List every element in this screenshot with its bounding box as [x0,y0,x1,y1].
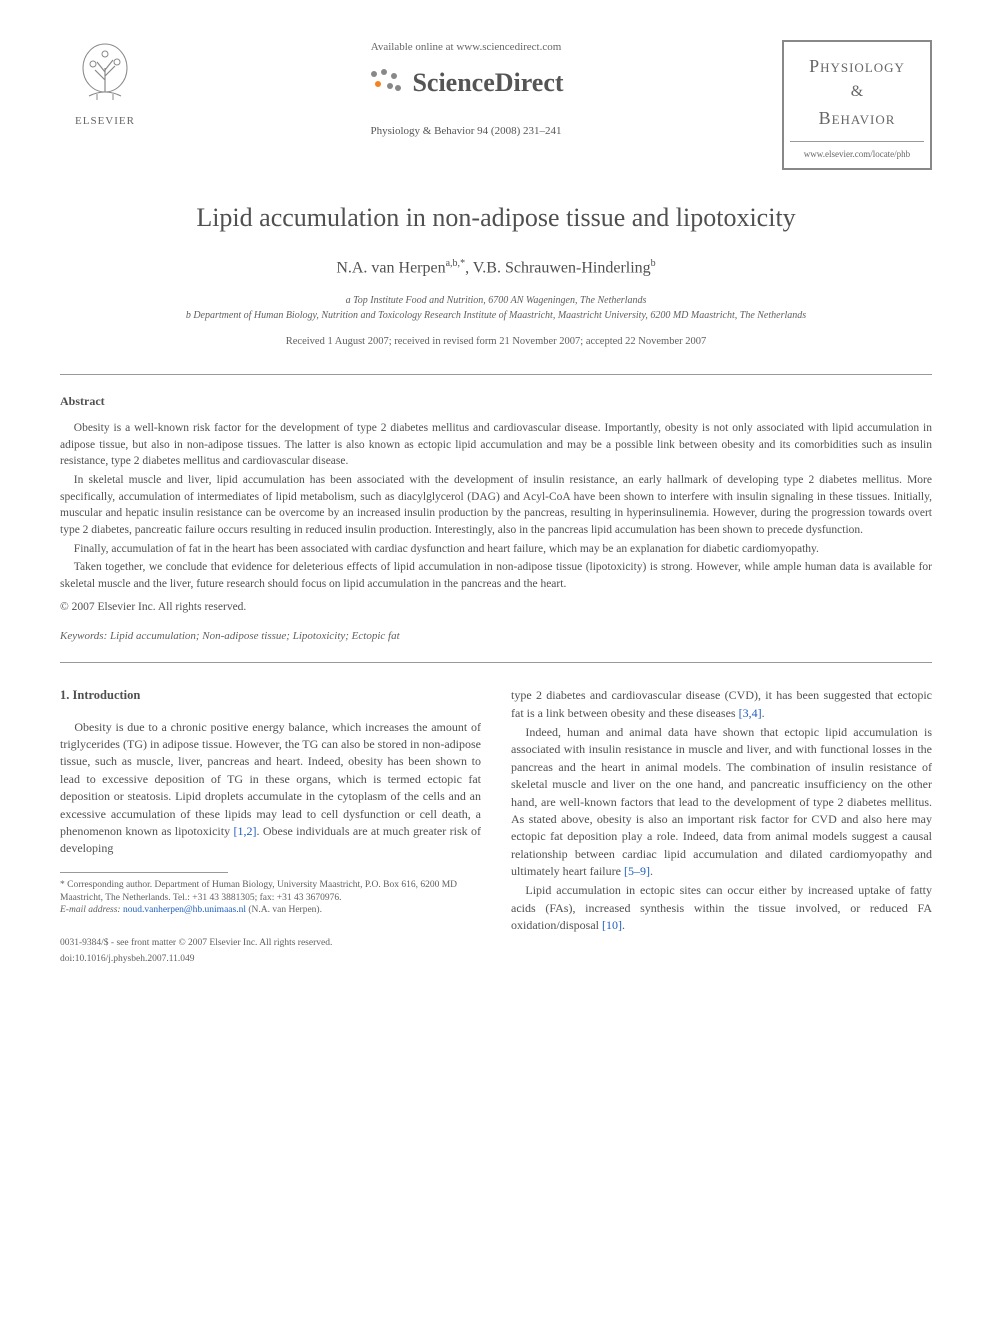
rule-below-keywords [60,662,932,663]
footnote-rule [60,872,228,873]
journal-url: www.elsevier.com/locate/phb [790,148,924,161]
body-p3: Indeed, human and animal data have shown… [511,724,932,881]
authors-line: N.A. van Herpena,b,*, V.B. Schrauwen-Hin… [60,257,932,280]
body-p1: Obesity is due to a chronic positive ene… [60,719,481,858]
keywords-text: Lipid accumulation; Non-adipose tissue; … [107,630,399,642]
body-p1-a: Obesity is due to a chronic positive ene… [60,720,481,838]
author-2: , V.B. Schrauwen-Hinderling [465,259,651,276]
ref-link-10[interactable]: [10] [602,918,622,932]
affiliation-b: b Department of Human Biology, Nutrition… [60,308,932,323]
keywords-line: Keywords: Lipid accumulation; Non-adipos… [60,629,932,644]
footnote-corr: * Corresponding author. Department of Hu… [60,879,481,905]
keywords-label: Keywords: [60,630,107,642]
ref-link-1-2[interactable]: [1,2] [233,824,256,838]
body-p4: Lipid accumulation in ectopic sites can … [511,882,932,934]
publisher-logo-block: ELSEVIER [60,40,150,129]
rule-above-abstract [60,374,932,375]
body-p2: type 2 diabetes and cardiovascular disea… [511,687,932,722]
abstract-body: Obesity is a well-known risk factor for … [60,420,932,615]
footnote-email-link[interactable]: noud.vanherpen@hb.unimaas.nl [123,905,246,915]
available-online-text: Available online at www.sciencedirect.co… [371,40,562,55]
abstract-p3: Finally, accumulation of fat in the hear… [60,541,932,558]
abstract-p4: Taken together, we conclude that evidenc… [60,559,932,592]
body-p4-a: Lipid accumulation in ectopic sites can … [511,883,932,932]
affiliations: a Top Institute Food and Nutrition, 6700… [60,293,932,323]
author-1: N.A. van Herpen [336,259,445,276]
footer-issn: 0031-9384/$ - see front matter © 2007 El… [60,937,481,950]
footnote-email-label: E-mail address: [60,905,121,915]
body-p2-b: . [762,706,765,720]
ref-link-3-4[interactable]: [3,4] [739,706,762,720]
footnote-email-line: E-mail address: noud.vanherpen@hb.unimaa… [60,904,481,917]
body-p3-b: . [650,864,653,878]
sciencedirect-text: ScienceDirect [412,65,563,101]
journal-name-line3: Behavior [790,106,924,131]
corresponding-author-footnote: * Corresponding author. Department of Hu… [60,879,481,917]
abstract-p1: Obesity is a well-known risk factor for … [60,420,932,470]
body-two-column: 1. Introduction Obesity is due to a chro… [60,687,932,966]
abstract-p2: In skeletal muscle and liver, lipid accu… [60,472,932,539]
author-2-affil: b [651,258,656,269]
footnote-email-suffix: (N.A. van Herpen). [246,905,322,915]
journal-citation: Physiology & Behavior 94 (2008) 231–241 [371,124,562,139]
abstract-copyright: © 2007 Elsevier Inc. All rights reserved… [60,599,932,615]
article-title: Lipid accumulation in non-adipose tissue… [60,200,932,236]
body-p3-a: Indeed, human and animal data have shown… [511,725,932,878]
author-1-affil: a,b, [446,258,460,269]
body-p4-b: . [622,918,625,932]
elsevier-tree-icon [75,40,135,110]
publisher-name: ELSEVIER [75,114,135,129]
header-row: ELSEVIER Available online at www.science… [60,40,932,170]
body-p2-a: type 2 diabetes and cardiovascular disea… [511,688,932,719]
affiliation-a: a Top Institute Food and Nutrition, 6700… [60,293,932,308]
section-1-heading: 1. Introduction [60,687,481,705]
journal-box-rule [790,141,924,142]
center-header: Available online at www.sciencedirect.co… [150,40,782,139]
journal-title-box: Physiology & Behavior www.elsevier.com/l… [782,40,932,170]
sciencedirect-dots-icon [368,66,404,101]
abstract-heading: Abstract [60,393,932,410]
footer-doi: doi:10.1016/j.physbeh.2007.11.049 [60,953,481,966]
article-dates: Received 1 August 2007; received in revi… [60,335,932,350]
journal-name-amp: & [790,81,924,103]
sciencedirect-logo: ScienceDirect [368,65,563,101]
journal-name-line1: Physiology [790,54,924,79]
ref-link-5-9[interactable]: [5–9] [624,864,650,878]
